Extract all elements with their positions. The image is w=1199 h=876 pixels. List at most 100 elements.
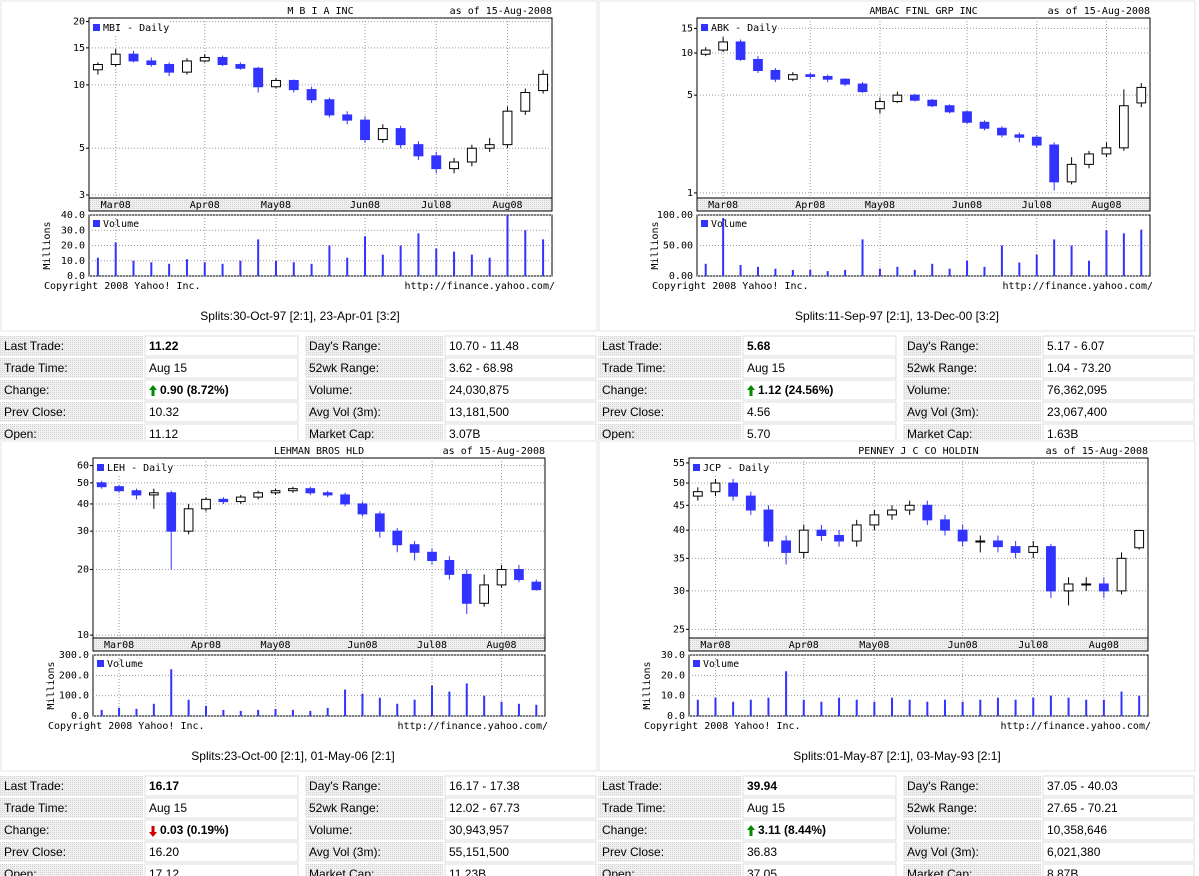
field-label: Trade Time: xyxy=(4,801,68,815)
volume-bar xyxy=(132,260,135,276)
candle-body xyxy=(1134,529,1145,549)
volume-bar xyxy=(1088,260,1091,276)
label-cell xyxy=(0,776,143,796)
candle-body xyxy=(816,529,827,537)
y-tick-label: 50 xyxy=(673,478,685,489)
volume-bar xyxy=(152,703,155,716)
field-value: 1.63B xyxy=(1047,427,1078,441)
legend-box xyxy=(699,21,777,34)
value-cell xyxy=(444,819,597,841)
legend-label: Volume xyxy=(711,219,747,230)
y-tick-label: 3 xyxy=(79,190,85,201)
value-cell xyxy=(144,841,299,863)
label-cell xyxy=(305,842,443,862)
candle-body xyxy=(324,99,335,116)
x-tick-label: Jul08 xyxy=(417,640,447,651)
field-label: Trade Time: xyxy=(602,801,666,815)
stock-panel: M B I A INC as of 15-Aug-2008 20 15 10 5 3 Mar0… xyxy=(0,0,598,332)
candle-body xyxy=(166,492,177,532)
volume-bar xyxy=(722,218,725,276)
value-cell xyxy=(1042,863,1195,876)
candle-body xyxy=(851,524,862,542)
x-tick-label: Jul08 xyxy=(421,200,451,211)
y-tick-label: 0.0 xyxy=(67,271,85,282)
candle-body xyxy=(940,519,950,531)
candle-body xyxy=(409,544,420,553)
source-url: http://finance.yahoo.com/ xyxy=(1000,721,1151,732)
legend-swatch xyxy=(693,660,700,667)
copyright: Copyright 2008 Yahoo! Inc. xyxy=(652,281,809,292)
volume-bar xyxy=(861,239,864,276)
volume-bar xyxy=(1018,262,1021,276)
x-tick-label: Aug08 xyxy=(492,200,522,211)
source-url: http://finance.yahoo.com/ xyxy=(1002,281,1153,292)
x-tick-label: May08 xyxy=(261,200,291,211)
candle-body xyxy=(869,514,880,526)
volume-bar xyxy=(431,685,433,716)
stock-panel: LEHMAN BROS HLD as of 15-Aug-2008 60 50 40 30… xyxy=(0,440,598,772)
volume-bar xyxy=(381,254,384,276)
y-tick-label: 60 xyxy=(77,461,89,472)
value-cell xyxy=(144,797,299,819)
legend-label: Volume xyxy=(103,219,139,230)
candle-body xyxy=(957,529,968,542)
volume-bar xyxy=(979,699,982,716)
y-tick-label: 20.0 xyxy=(661,670,685,681)
volume-bar xyxy=(448,691,451,716)
chart-title: M B I A INC xyxy=(287,6,353,17)
label-cell xyxy=(305,864,443,876)
volume-bar xyxy=(1122,233,1125,276)
value-cell xyxy=(444,423,597,440)
label-cell xyxy=(903,820,1041,840)
chart-title: AMBAC FINL GRP INC xyxy=(869,6,977,17)
y-axis-label: Millions xyxy=(42,221,53,269)
source-url: http://finance.yahoo.com/ xyxy=(404,281,555,292)
label-cell xyxy=(305,798,443,818)
label-cell xyxy=(903,424,1041,440)
field-label: Day's Range: xyxy=(309,339,381,353)
y-tick-label: 5 xyxy=(687,90,693,101)
candle-body xyxy=(700,49,711,55)
candle-body xyxy=(1031,136,1042,146)
volume-bar xyxy=(291,709,294,716)
volume-bar xyxy=(310,263,313,276)
y-tick-label: 30.0 xyxy=(61,225,85,236)
y-tick-label: 50 xyxy=(77,478,89,489)
chart-subtitle: as of 15-Aug-2008 xyxy=(1046,446,1148,457)
label-cell xyxy=(903,336,1041,356)
candle-body xyxy=(904,504,915,511)
field-value: 23,067,400 xyxy=(1047,405,1107,419)
field-label: Prev Close: xyxy=(602,845,664,859)
field-label: 52wk Range: xyxy=(907,361,977,375)
field-value: 1.04 - 73.20 xyxy=(1047,361,1111,375)
label-cell xyxy=(903,798,1041,818)
legend-box xyxy=(95,461,173,474)
field-value: 4.56 xyxy=(747,405,771,419)
label-cell xyxy=(598,336,741,356)
candle-body xyxy=(235,64,246,69)
candle-body xyxy=(1028,546,1039,553)
y-tick-label: 30 xyxy=(673,586,685,597)
label-cell xyxy=(903,380,1041,400)
volume-bar xyxy=(150,262,153,276)
field-label: Change: xyxy=(602,823,647,837)
chart-title: PENNEY J C CO HOLDIN xyxy=(858,446,978,457)
field-value: 10.32 xyxy=(149,405,179,419)
candle-body xyxy=(181,60,192,73)
label-cell xyxy=(305,424,443,440)
value-cell xyxy=(144,775,299,797)
candle-body xyxy=(857,83,868,93)
volume-bar xyxy=(346,257,349,276)
x-tick-label: Jun08 xyxy=(347,640,377,651)
field-label: Open: xyxy=(602,427,635,441)
volume-bar xyxy=(257,239,260,276)
label-cell xyxy=(598,380,741,400)
candle-body xyxy=(427,551,437,562)
field-label: Avg Vol (3m): xyxy=(907,405,979,419)
field-value: Aug 15 xyxy=(747,361,785,375)
quote-table: Last Trade: 16.17 Trade Time: Aug 15 Change:… xyxy=(0,775,597,876)
x-tick-label: Aug08 xyxy=(486,640,516,651)
y-tick-label: 20 xyxy=(77,565,89,576)
value-cell xyxy=(1042,357,1195,379)
field-label: Market Cap: xyxy=(309,427,374,441)
